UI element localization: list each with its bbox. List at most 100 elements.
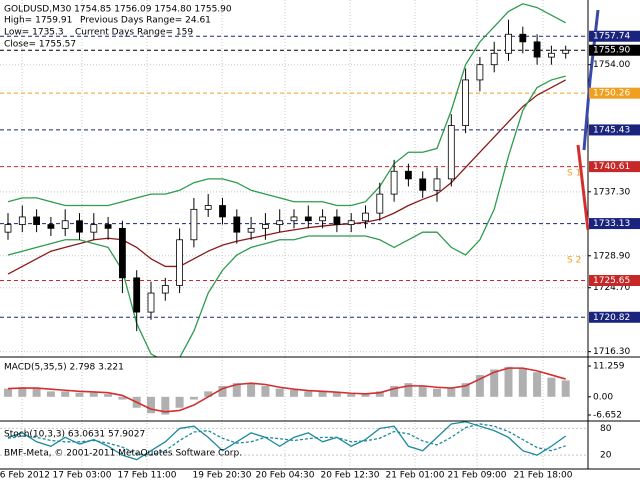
macd-bar	[533, 372, 542, 397]
macd-bar	[61, 391, 70, 397]
candle-body	[505, 33, 512, 54]
candle-body	[447, 125, 455, 180]
candle-body	[261, 224, 269, 229]
candle-body	[490, 52, 498, 66]
y-tick-label: 20	[600, 451, 612, 461]
x-tick-label: 17 Feb 03:00	[52, 471, 111, 480]
macd-bar	[447, 388, 456, 397]
red-arrow	[576, 144, 590, 231]
candle-body	[362, 212, 369, 222]
macd-bar	[518, 368, 527, 397]
macd-bar	[18, 387, 27, 397]
x-tick-label: 21 Feb 01:00	[385, 471, 444, 480]
main-panel	[0, 3, 588, 357]
macd-bar	[118, 396, 127, 400]
candle-body	[519, 33, 527, 43]
level-box	[589, 30, 640, 42]
x-tick-label: 20 Feb 12:30	[320, 471, 379, 480]
macd-title: MACD(5,35,5) 2.798 3.221	[4, 363, 124, 373]
candle-body	[419, 178, 427, 191]
candle-body	[47, 224, 55, 229]
candle-body	[176, 239, 184, 286]
indicator-line	[7, 3, 567, 207]
copyright: BMF-Meta, © 2001-2011 MetaQuotes Softwar…	[4, 449, 242, 459]
macd-bar	[261, 385, 270, 397]
x-tick-label: 21 Feb 09:00	[447, 471, 506, 480]
stoch-signal	[7, 423, 566, 456]
candle-body	[333, 216, 341, 225]
candle-body	[104, 224, 112, 229]
s1-label: S 1	[567, 169, 581, 179]
macd-bar	[418, 385, 427, 397]
macd-bar	[189, 396, 198, 400]
macd-bar	[361, 394, 370, 397]
level-box	[589, 124, 640, 136]
macd-bar	[104, 394, 113, 397]
stoch-title: Stoch(10,3,3) 63.0631 57.9027	[4, 430, 145, 440]
symbol-line: GOLDUSD,M30 1754.85 1756.09 1754.80 1755…	[4, 5, 232, 15]
macd-bar	[504, 366, 513, 397]
macd-bar	[547, 377, 556, 397]
x-tick-label: 20 Feb 04:30	[255, 471, 314, 480]
candle-body	[476, 64, 484, 81]
y-tick-label: 1716.30	[593, 347, 630, 357]
macd-bar	[461, 383, 470, 397]
candle-body	[319, 216, 327, 222]
candle-body	[18, 216, 26, 225]
macd-bar	[75, 392, 84, 397]
curr-range: Current Days Range= 159	[75, 28, 193, 38]
candle-body	[161, 285, 169, 294]
candle-body	[304, 216, 312, 222]
candle-body	[247, 227, 255, 233]
s2-label: S 2	[567, 256, 581, 266]
low-text: Low= 1735.3	[4, 28, 64, 38]
y-tick-label: 1754.00	[593, 60, 630, 70]
level-label: 1733.13	[593, 219, 630, 229]
macd-bar	[390, 385, 399, 397]
candle-body	[147, 292, 155, 313]
candle-body	[433, 178, 441, 191]
macd-bar	[46, 391, 55, 397]
level-label: 1745.43	[593, 125, 630, 135]
macd-signal	[7, 367, 566, 413]
candle-body	[533, 41, 541, 58]
y-tick-label: 1737.30	[593, 187, 630, 197]
level-box	[589, 87, 640, 99]
sub-panels: 11.259 0.00 -6.652 80 20	[0, 362, 625, 461]
candle-body	[404, 170, 412, 180]
indicator-line	[7, 79, 567, 275]
candle-body	[219, 205, 226, 218]
level-label: 1740.61	[593, 162, 630, 172]
macd-bar	[347, 394, 356, 397]
macd-bar	[232, 383, 241, 397]
level-box	[589, 161, 640, 173]
x-tick-label: 21 Feb 18:00	[513, 471, 572, 480]
candle-body	[204, 205, 212, 210]
macd-bar	[375, 391, 384, 397]
candle-body	[276, 220, 284, 225]
y-tick-label: 11.259	[593, 362, 625, 372]
candle-body	[390, 170, 398, 195]
macd-bar	[247, 383, 256, 397]
y-tick-label: 0.00	[593, 392, 613, 402]
macd-bar	[275, 388, 284, 397]
y-tick-label: -6.652	[593, 410, 622, 420]
high-text: High= 1759.91	[4, 16, 72, 26]
level-box	[589, 311, 640, 323]
candle-body	[133, 277, 141, 313]
candle-body	[233, 216, 241, 233]
macd-bar	[175, 396, 184, 408]
macd-bar	[332, 392, 341, 397]
prev-range: Previous Days Range= 24.61	[80, 16, 211, 26]
candle-body	[462, 79, 470, 126]
level-box	[589, 44, 640, 56]
y-tick-label: 80	[600, 424, 612, 434]
candle-body	[33, 216, 40, 225]
x-tick-label: 19 Feb 20:30	[192, 471, 251, 480]
level-label: 1757.74	[593, 32, 630, 42]
macd-bar	[204, 391, 213, 397]
x-tick-label: 16 Feb 2012	[0, 471, 50, 480]
macd-bar	[32, 388, 41, 397]
y-tick-label: 1728.90	[593, 251, 630, 261]
